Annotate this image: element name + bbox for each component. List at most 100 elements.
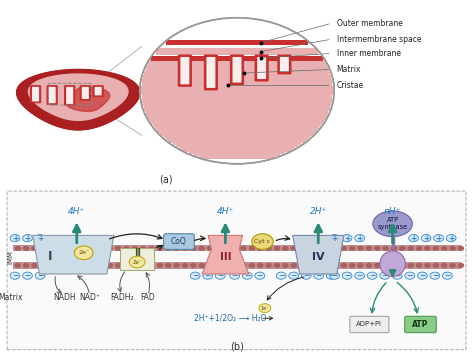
Text: Intermembrane space: Intermembrane space [337,35,421,44]
Circle shape [224,246,229,250]
Text: 2e⁻: 2e⁻ [132,260,142,265]
FancyBboxPatch shape [141,91,333,94]
FancyBboxPatch shape [178,54,192,87]
Circle shape [425,263,430,267]
Circle shape [40,246,46,250]
FancyBboxPatch shape [144,72,330,74]
Circle shape [316,246,321,250]
Text: −: − [369,271,375,280]
Circle shape [249,263,255,267]
Text: IMM: IMM [8,250,14,264]
FancyBboxPatch shape [182,148,292,151]
Text: I: I [48,250,53,263]
Circle shape [224,263,229,267]
FancyBboxPatch shape [405,316,436,333]
FancyBboxPatch shape [185,150,289,152]
Circle shape [35,235,45,242]
FancyBboxPatch shape [162,134,312,136]
Circle shape [141,19,333,163]
Circle shape [230,272,239,279]
FancyBboxPatch shape [144,74,330,76]
Circle shape [314,272,324,279]
Text: NAD⁺: NAD⁺ [79,293,100,302]
Text: −: − [244,271,250,280]
Polygon shape [28,74,128,120]
FancyBboxPatch shape [144,106,330,108]
Circle shape [57,246,62,250]
Circle shape [91,263,96,267]
Circle shape [333,263,338,267]
FancyBboxPatch shape [142,79,332,81]
FancyBboxPatch shape [257,57,266,79]
Circle shape [308,246,313,250]
Circle shape [259,304,271,313]
FancyBboxPatch shape [207,57,216,88]
Circle shape [380,272,390,279]
Circle shape [132,246,137,250]
Circle shape [355,272,365,279]
Text: CoQ: CoQ [171,237,187,246]
FancyBboxPatch shape [142,100,332,103]
Text: FADH₂: FADH₂ [110,293,134,302]
Text: −: − [256,271,263,280]
FancyBboxPatch shape [158,131,316,133]
Circle shape [316,263,321,267]
Circle shape [434,235,444,242]
Circle shape [65,246,71,250]
FancyBboxPatch shape [141,86,333,88]
Circle shape [249,246,255,250]
Circle shape [283,263,288,267]
FancyBboxPatch shape [204,157,270,159]
Circle shape [99,246,104,250]
FancyBboxPatch shape [180,57,189,84]
Circle shape [291,263,296,267]
Circle shape [255,272,264,279]
Circle shape [24,246,28,250]
Circle shape [266,246,271,250]
Circle shape [330,235,339,242]
Circle shape [116,246,121,250]
Ellipse shape [380,251,405,277]
FancyBboxPatch shape [204,54,218,90]
Circle shape [409,235,419,242]
Circle shape [458,263,464,267]
Circle shape [392,246,397,250]
FancyBboxPatch shape [155,127,319,129]
Text: ADP+Pi: ADP+Pi [356,321,383,328]
Circle shape [283,246,288,250]
Text: +: + [356,234,363,243]
Circle shape [383,263,388,267]
Text: −: − [24,271,31,280]
Circle shape [421,235,431,242]
Circle shape [74,263,79,267]
FancyBboxPatch shape [156,48,318,55]
FancyBboxPatch shape [179,147,295,149]
Circle shape [417,246,422,250]
Text: (b): (b) [230,341,244,351]
Circle shape [49,246,54,250]
Circle shape [182,246,188,250]
Circle shape [325,246,330,250]
Text: 1e⁻: 1e⁻ [261,305,269,310]
Circle shape [199,263,204,267]
Circle shape [258,246,263,250]
FancyBboxPatch shape [143,77,331,79]
FancyBboxPatch shape [46,85,58,105]
Circle shape [182,263,188,267]
FancyBboxPatch shape [164,234,194,250]
Text: Matrix: Matrix [337,65,361,74]
Circle shape [433,246,438,250]
Text: −: − [382,271,388,280]
Circle shape [49,263,54,267]
FancyBboxPatch shape [141,93,333,95]
Circle shape [442,263,447,267]
Text: +: + [12,234,18,243]
Circle shape [157,246,163,250]
FancyBboxPatch shape [149,61,325,63]
FancyBboxPatch shape [164,136,310,138]
Text: nH⁺: nH⁺ [384,207,401,216]
Text: +: + [24,234,31,243]
FancyBboxPatch shape [13,262,461,268]
Circle shape [91,246,96,250]
Circle shape [300,263,305,267]
